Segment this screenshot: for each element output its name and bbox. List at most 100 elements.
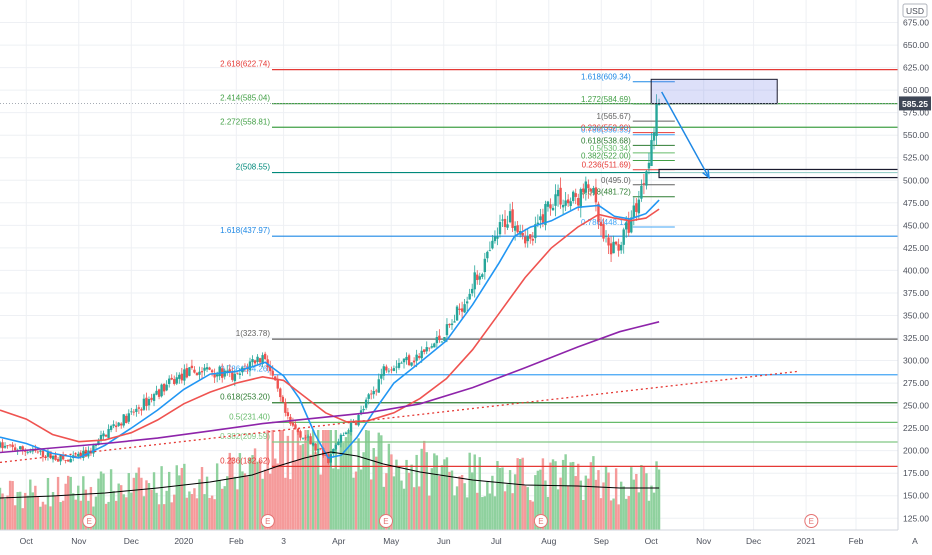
candle-body (599, 222, 603, 226)
inner-fib-label: 0.618(481.72) (581, 188, 631, 197)
candle-body (210, 370, 214, 373)
volume-bar (440, 465, 444, 530)
volume-bar (243, 473, 247, 530)
volume-bar (443, 459, 446, 530)
volume-bar (415, 454, 418, 530)
volume-bar (430, 468, 433, 530)
volume-bar (251, 455, 254, 530)
earnings-marker[interactable]: E (260, 514, 275, 528)
price-tick-label: 225.00 (903, 423, 929, 433)
volume-bar (304, 430, 307, 530)
candle-body (367, 394, 370, 399)
candle-body (440, 341, 444, 343)
candle-body (29, 451, 32, 453)
volume-bar (508, 470, 512, 530)
volume-bar (339, 441, 343, 530)
volume-bar (362, 452, 365, 530)
volume-bar (574, 476, 577, 530)
volume-bar (173, 494, 176, 530)
volume-bar (6, 495, 9, 530)
earnings-marker[interactable]: E (804, 514, 819, 528)
candle-body (127, 413, 130, 422)
price-tick-label: 250.00 (903, 401, 929, 411)
volume-bar (607, 472, 610, 530)
candle-body (635, 203, 638, 212)
candle-body (382, 366, 386, 376)
price-tick-label: 425.00 (903, 243, 929, 253)
volume-bar (208, 497, 211, 530)
volume-bar (72, 493, 75, 530)
time-tick-label: Nov (696, 536, 712, 546)
target-box (658, 168, 931, 179)
volume-bar (380, 435, 383, 530)
candle-body (79, 453, 83, 458)
candle-body (511, 209, 514, 228)
volume-bar (56, 476, 60, 530)
volume-bar (268, 473, 272, 530)
candle-body (513, 225, 517, 231)
volume-bar (493, 496, 497, 530)
volume-bar (66, 475, 70, 530)
time-tick-label: Apr (332, 536, 345, 546)
candle-body (271, 370, 274, 376)
volume-bar (236, 489, 239, 530)
volume-bar (218, 480, 221, 530)
candle-body (231, 371, 234, 380)
volume-bar (579, 480, 582, 530)
volume-bar (147, 483, 151, 530)
candle-body (468, 293, 471, 300)
volume-bar (190, 494, 194, 530)
volume-bar (382, 486, 386, 530)
auto-scale-button[interactable]: A (912, 536, 918, 546)
candle-body (657, 103, 661, 106)
volume-bar (551, 459, 555, 530)
volume-bar (561, 459, 565, 530)
candle-body (319, 448, 322, 450)
volume-bar (286, 435, 290, 530)
volume-bar (274, 458, 277, 530)
candle-body (200, 371, 204, 373)
volume-bar (107, 501, 110, 530)
volume-bar (306, 430, 310, 530)
volume-bar (572, 461, 575, 530)
volume-bar (435, 455, 439, 530)
candle-body (650, 140, 653, 166)
candle-body (155, 390, 158, 395)
last-price-badge (899, 96, 931, 111)
candle-body (208, 367, 211, 370)
volume-bar (117, 483, 120, 530)
volume-bar (526, 487, 529, 530)
candle-body (592, 188, 595, 193)
candle-body (483, 258, 487, 273)
volume-bar (359, 469, 363, 530)
candle-body (470, 288, 474, 294)
candle-body (291, 422, 295, 426)
earnings-marker[interactable]: E (82, 514, 97, 528)
volume-bar (566, 485, 570, 530)
volume-bar (162, 504, 166, 530)
candle-body (281, 396, 285, 403)
candle-body (458, 308, 461, 310)
drawings (0, 78, 931, 464)
candle-body (251, 359, 254, 363)
candle-body (420, 350, 423, 359)
volume-bar (407, 472, 411, 530)
inner-fib-label: 1(565.67) (597, 112, 632, 121)
volume-bar (49, 506, 52, 530)
candle-body (180, 373, 184, 381)
candle-body (223, 370, 226, 377)
candle-body (130, 411, 133, 413)
candle-body (304, 437, 307, 439)
earnings-marker-circle (378, 514, 393, 528)
volume-bar (488, 493, 492, 530)
candle-body (120, 423, 123, 426)
earnings-marker[interactable]: E (378, 514, 393, 528)
forecast-arrow (661, 91, 710, 178)
volume-bar (483, 496, 487, 530)
candle-body (423, 349, 426, 352)
volume-bar (539, 469, 542, 530)
fib-level-label: 1(323.78) (236, 329, 271, 338)
earnings-marker[interactable]: E (533, 514, 548, 528)
